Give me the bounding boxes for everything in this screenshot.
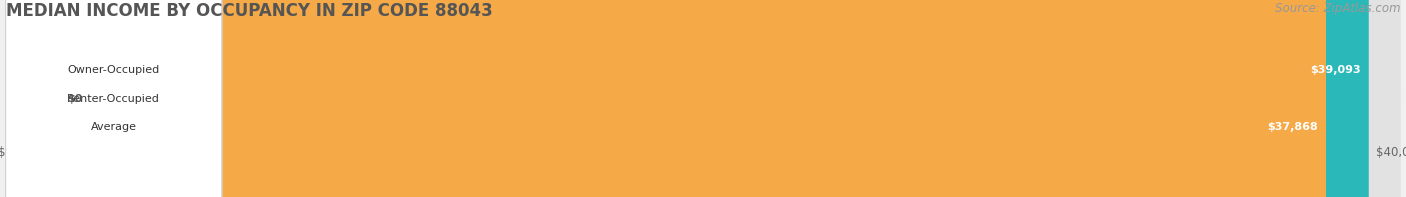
Text: Renter-Occupied: Renter-Occupied — [67, 94, 160, 103]
FancyBboxPatch shape — [6, 0, 222, 197]
Bar — [6, 84, 1400, 113]
Bar — [6, 55, 1400, 84]
FancyBboxPatch shape — [6, 0, 1326, 197]
Text: Source: ZipAtlas.com: Source: ZipAtlas.com — [1275, 2, 1400, 15]
FancyBboxPatch shape — [6, 0, 1400, 197]
FancyBboxPatch shape — [6, 0, 1400, 197]
Bar — [6, 113, 1400, 142]
Text: Owner-Occupied: Owner-Occupied — [67, 65, 160, 75]
Text: $37,868: $37,868 — [1267, 122, 1317, 132]
Text: $0: $0 — [67, 94, 83, 103]
Text: MEDIAN INCOME BY OCCUPANCY IN ZIP CODE 88043: MEDIAN INCOME BY OCCUPANCY IN ZIP CODE 8… — [6, 2, 492, 20]
FancyBboxPatch shape — [6, 0, 222, 197]
FancyBboxPatch shape — [6, 0, 222, 197]
Text: $39,093: $39,093 — [1310, 65, 1361, 75]
FancyBboxPatch shape — [6, 0, 1369, 197]
Text: Average: Average — [91, 122, 136, 132]
FancyBboxPatch shape — [6, 0, 1400, 197]
FancyBboxPatch shape — [6, 0, 51, 197]
